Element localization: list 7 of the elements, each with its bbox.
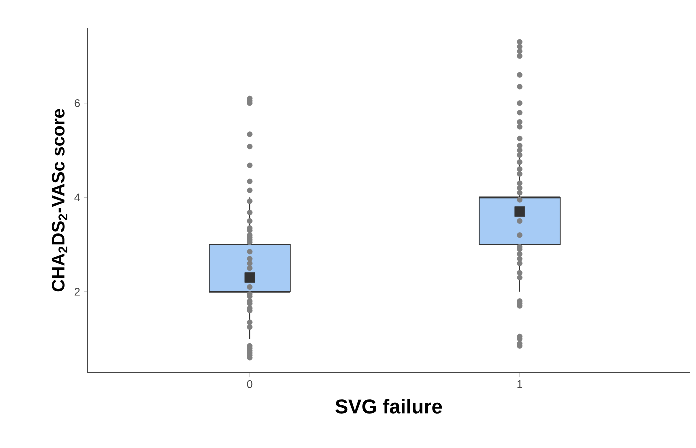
y-tick-label: 2 — [74, 288, 80, 296]
x-tick-label: 0 — [247, 380, 253, 388]
x-axis-title: SVG failure — [336, 399, 442, 414]
y-tick-label: 6 — [74, 100, 80, 108]
x-tick-label: 1 — [518, 380, 522, 388]
y-tick-label: 4 — [74, 194, 80, 202]
y-axis-title: CHA$_{2}$DS$_{2}$-VASc score — [52, 109, 68, 292]
